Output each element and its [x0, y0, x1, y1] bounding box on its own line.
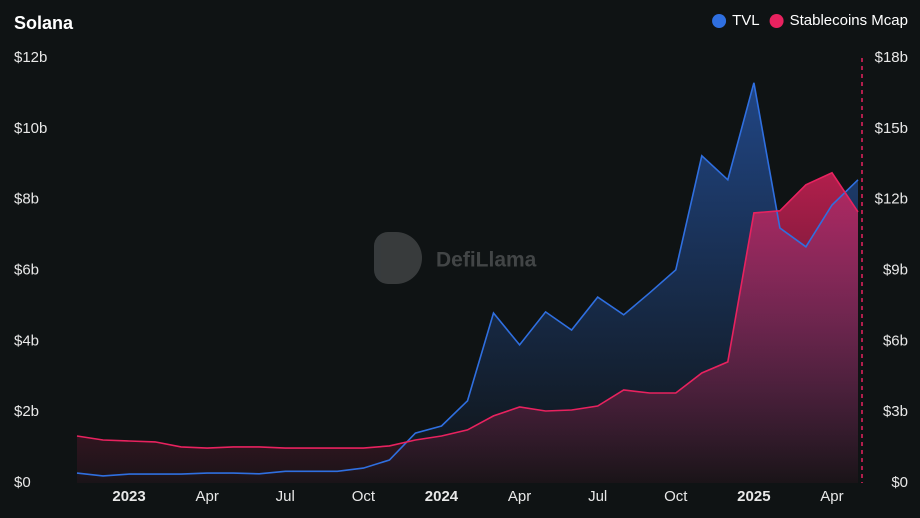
y2-tick-label: $18b [875, 49, 908, 66]
line [76, 82, 859, 477]
legend-label: TVL [732, 12, 760, 29]
legend-label: Stablecoins Mcap [790, 12, 908, 29]
watermark-text: DefiLlama [436, 249, 537, 272]
chart-title: Solana [14, 13, 74, 33]
line [76, 171, 859, 449]
watermark-icon [374, 232, 422, 284]
y2-tick-label: $9b [883, 261, 908, 278]
x-tick-label: Apr [508, 488, 531, 505]
x-tick-label: 2024 [425, 488, 459, 505]
y-tick-label: $2b [14, 403, 39, 420]
x-tick-label: 2025 [737, 488, 770, 505]
y2-tick-label: $0 [891, 474, 908, 491]
y-tick-label: $8b [14, 191, 39, 208]
x-tick-label: Apr [195, 488, 218, 505]
x-tick-label: Apr [820, 488, 843, 505]
watermark: DefiLlama [374, 232, 537, 284]
legend-swatch [769, 14, 784, 28]
y2-tick-label: $15b [875, 120, 908, 137]
legend: Stablecoins Mcap TVL [712, 12, 908, 29]
x-tick-label: Oct [664, 488, 688, 505]
y-tick-label: $12b [14, 49, 47, 66]
x-tick-label: Jul [276, 488, 295, 505]
x-tick-label: Oct [352, 488, 376, 505]
area [77, 172, 858, 484]
y2-tick-label: $6b [883, 332, 908, 349]
x-tick-label: 2023 [112, 488, 145, 505]
area [77, 82, 858, 484]
y-tick-label: $0 [14, 474, 31, 491]
y-tick-label: $4b [14, 332, 39, 349]
x-tick-label: Jul [588, 488, 607, 505]
legend-swatch [712, 14, 727, 28]
y-tick-label: $10b [14, 120, 47, 137]
y2-tick-label: $3b [883, 403, 908, 420]
y2-tick-label: $12b [875, 191, 908, 208]
y-tick-label: $6b [14, 261, 39, 278]
